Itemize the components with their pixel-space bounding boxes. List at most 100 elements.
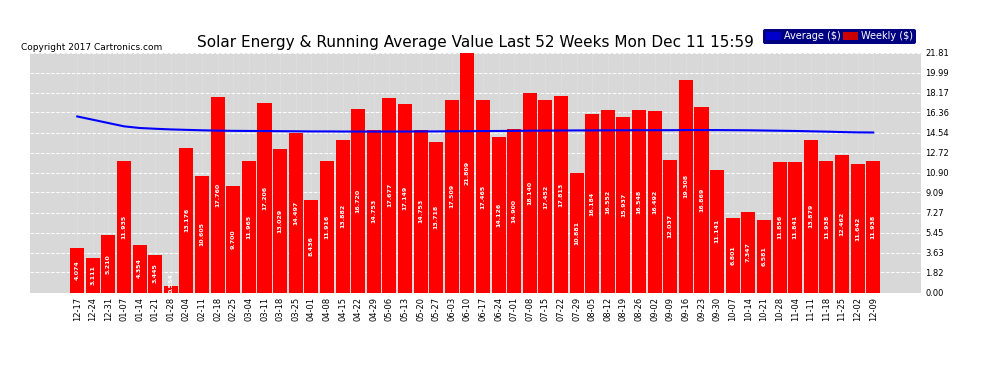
Text: 16.552: 16.552 <box>605 189 611 213</box>
Bar <box>601 110 615 292</box>
Title: Solar Energy & Running Average Value Last 52 Weeks Mon Dec 11 15:59: Solar Energy & Running Average Value Las… <box>197 35 753 50</box>
Bar <box>227 186 241 292</box>
Bar <box>429 141 444 292</box>
Text: 18.140: 18.140 <box>528 181 533 205</box>
Text: 10.605: 10.605 <box>200 222 205 246</box>
Text: 14.497: 14.497 <box>293 201 298 225</box>
Bar <box>632 110 646 292</box>
Text: 12.462: 12.462 <box>840 212 844 236</box>
Bar <box>195 176 209 292</box>
Bar <box>492 137 506 292</box>
Text: 0.554: 0.554 <box>168 273 173 293</box>
Text: 11.938: 11.938 <box>870 215 876 239</box>
Bar <box>726 217 740 292</box>
Bar <box>351 108 365 292</box>
Text: 17.206: 17.206 <box>262 186 267 210</box>
Text: 13.718: 13.718 <box>434 205 439 229</box>
Text: 21.809: 21.809 <box>465 160 470 184</box>
Bar <box>133 244 147 292</box>
Bar <box>585 114 599 292</box>
Text: 19.308: 19.308 <box>683 174 688 198</box>
Text: 17.149: 17.149 <box>403 186 408 210</box>
Bar <box>414 130 428 292</box>
Bar <box>663 160 677 292</box>
Bar <box>850 164 864 292</box>
Bar <box>554 96 568 292</box>
Text: 4.074: 4.074 <box>74 260 80 280</box>
Bar <box>820 161 834 292</box>
Bar <box>211 97 225 292</box>
Text: 11.916: 11.916 <box>325 215 330 239</box>
Text: 11.141: 11.141 <box>715 219 720 243</box>
Text: Copyright 2017 Cartronics.com: Copyright 2017 Cartronics.com <box>21 43 162 52</box>
Bar <box>179 147 193 292</box>
Bar <box>86 258 100 292</box>
Bar <box>70 248 84 292</box>
Bar <box>694 107 709 292</box>
Text: 5.210: 5.210 <box>106 254 111 274</box>
Text: 6.581: 6.581 <box>761 246 766 266</box>
Text: 13.029: 13.029 <box>277 209 282 233</box>
Text: 15.937: 15.937 <box>621 193 626 217</box>
Text: 14.126: 14.126 <box>496 202 501 227</box>
Bar <box>336 140 349 292</box>
Bar <box>398 104 412 292</box>
Bar <box>788 162 802 292</box>
Text: 11.856: 11.856 <box>777 215 782 239</box>
Text: 11.965: 11.965 <box>247 214 251 239</box>
Text: 3.445: 3.445 <box>152 264 157 284</box>
Bar <box>539 100 552 292</box>
Bar <box>273 149 287 292</box>
Text: 13.176: 13.176 <box>184 208 189 232</box>
Text: 14.900: 14.900 <box>512 198 517 222</box>
Text: 16.492: 16.492 <box>652 190 657 214</box>
Bar <box>476 100 490 292</box>
Text: 17.677: 17.677 <box>387 183 392 207</box>
Bar <box>320 161 334 292</box>
Bar <box>304 200 319 292</box>
Text: 11.841: 11.841 <box>793 215 798 240</box>
Bar <box>257 103 271 292</box>
Bar <box>242 161 256 292</box>
Bar <box>679 80 693 292</box>
Legend: Average ($), Weekly ($): Average ($), Weekly ($) <box>763 28 916 44</box>
Text: 13.879: 13.879 <box>808 204 813 228</box>
Text: 11.938: 11.938 <box>824 215 829 239</box>
Bar <box>569 173 584 292</box>
Text: 11.935: 11.935 <box>122 215 127 239</box>
Bar <box>507 129 522 292</box>
Bar <box>742 211 755 292</box>
Text: 12.037: 12.037 <box>668 214 673 238</box>
Text: 14.753: 14.753 <box>418 199 423 223</box>
Text: 4.354: 4.354 <box>138 259 143 279</box>
Bar <box>647 111 661 292</box>
Text: 17.813: 17.813 <box>558 182 563 207</box>
Bar <box>382 98 396 292</box>
Bar <box>804 140 818 292</box>
Bar <box>523 93 537 292</box>
Text: 10.881: 10.881 <box>574 220 579 245</box>
Text: 17.760: 17.760 <box>215 183 220 207</box>
Bar <box>866 161 880 292</box>
Text: 7.347: 7.347 <box>745 242 750 262</box>
Bar <box>117 161 131 292</box>
Text: 13.882: 13.882 <box>340 204 346 228</box>
Text: 9.700: 9.700 <box>231 230 236 249</box>
Text: 8.436: 8.436 <box>309 236 314 256</box>
Bar <box>445 100 458 292</box>
Bar <box>101 235 116 292</box>
Text: 16.184: 16.184 <box>590 191 595 216</box>
Text: 11.642: 11.642 <box>855 216 860 241</box>
Text: 17.509: 17.509 <box>449 184 454 208</box>
Bar <box>289 133 303 292</box>
Bar <box>460 53 474 292</box>
Bar <box>757 220 771 292</box>
Text: 3.111: 3.111 <box>90 266 95 285</box>
Bar <box>772 162 787 292</box>
Bar <box>163 286 178 292</box>
Text: 17.465: 17.465 <box>480 184 485 209</box>
Text: 14.753: 14.753 <box>371 199 376 223</box>
Text: 6.801: 6.801 <box>731 245 736 265</box>
Text: 16.720: 16.720 <box>355 189 360 213</box>
Bar <box>617 117 631 292</box>
